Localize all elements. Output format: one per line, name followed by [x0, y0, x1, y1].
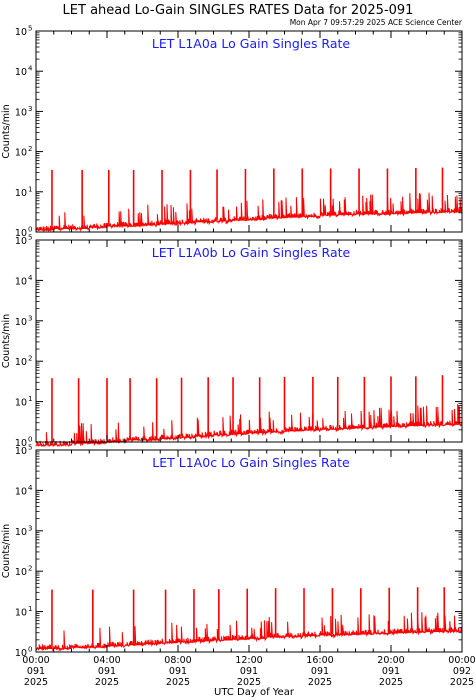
- y-tick-exponent: 4: [28, 484, 33, 492]
- x-tick-label-doy: 091: [382, 666, 400, 677]
- plot-frame: [35, 449, 463, 653]
- x-tick-label-time: 00:00: [22, 655, 49, 666]
- y-tick-exponent: 5: [28, 234, 32, 242]
- x-tick-label-doy: 091: [169, 666, 187, 677]
- y-tick-exponent: 0: [28, 646, 32, 654]
- x-tick-label-time: 08:00: [164, 655, 191, 666]
- y-axis-title: Counts/min: [1, 314, 12, 368]
- timestamp: Mon Apr 7 09:57:29 2025 ACE Science Cent…: [290, 18, 463, 27]
- plot-frame: [35, 239, 463, 443]
- y-tick-label: 10: [15, 67, 27, 78]
- x-tick-label-time: 16:00: [306, 655, 333, 666]
- y-tick-label: 10: [15, 486, 27, 497]
- x-tick-label-doy: 091: [311, 666, 329, 677]
- chart-panel: LET L1A0c Lo Gain Singles Rate Counts/min…: [1, 444, 463, 659]
- y-tick-label: 10: [15, 228, 27, 239]
- y-tick-label: 10: [15, 107, 27, 118]
- y-tick-exponent: 2: [28, 355, 32, 363]
- x-tick-label-time: 20:00: [377, 655, 404, 666]
- y-tick-label: 10: [15, 357, 27, 368]
- x-axis-labels: 00:00091202504:00091202508:00091202512:0…: [22, 655, 475, 688]
- y-axis-title: Counts/min: [1, 104, 12, 158]
- x-tick-label-time: 04:00: [93, 655, 120, 666]
- panel-title: LET L1A0c Lo Gain Singles Rate: [152, 455, 350, 470]
- y-tick-exponent: 5: [28, 25, 32, 33]
- chart-panel: LET L1A0b Lo Gain Singles Rate Counts/min…: [1, 234, 463, 449]
- x-tick-label-year: 2025: [166, 677, 190, 688]
- data-series: [35, 587, 463, 652]
- x-tick-label-year: 2025: [308, 677, 332, 688]
- y-tick-exponent: 1: [28, 185, 32, 193]
- y-tick-exponent: 0: [28, 226, 32, 234]
- x-tick-label-year: 2025: [379, 677, 403, 688]
- x-tick-label-doy: 091: [240, 666, 258, 677]
- y-tick-label: 10: [15, 648, 27, 659]
- panel-title: LET L1A0b Lo Gain Singles Rate: [152, 245, 351, 260]
- y-tick-exponent: 3: [28, 105, 32, 113]
- y-tick-label: 10: [15, 276, 27, 287]
- y-tick-label: 10: [15, 188, 27, 199]
- x-tick-label-year: 2025: [450, 677, 474, 688]
- y-tick-label: 10: [15, 27, 27, 38]
- y-tick-exponent: 2: [28, 145, 32, 153]
- baseline-trace: [35, 192, 463, 233]
- x-tick-label-time: 12:00: [235, 655, 262, 666]
- chart-panel: LET L1A0a Lo Gain Singles Rate Counts/min…: [1, 25, 463, 239]
- y-tick-label: 10: [15, 398, 27, 409]
- x-tick-label-year: 2025: [237, 677, 261, 688]
- y-tick-label: 10: [15, 446, 27, 457]
- x-tick-label-year: 2025: [24, 677, 48, 688]
- y-tick-label: 10: [15, 438, 27, 449]
- x-tick-label-year: 2025: [95, 677, 119, 688]
- panels: LET L1A0a Lo Gain Singles Rate Counts/min…: [1, 25, 463, 659]
- y-tick-label: 10: [15, 567, 27, 578]
- y-tick-exponent: 4: [28, 65, 33, 73]
- y-tick-exponent: 3: [28, 524, 32, 532]
- data-series: [35, 167, 463, 233]
- y-tick-exponent: 0: [28, 436, 32, 444]
- panel-title: LET L1A0a Lo Gain Singles Rate: [152, 36, 350, 51]
- y-tick-label: 10: [15, 608, 27, 619]
- y-tick-label: 10: [15, 148, 27, 159]
- y-tick-exponent: 3: [28, 314, 32, 322]
- y-tick-exponent: 2: [28, 565, 32, 573]
- y-tick-exponent: 5: [28, 444, 32, 452]
- y-tick-exponent: 4: [28, 274, 33, 282]
- y-axis-title: Counts/min: [1, 524, 12, 578]
- y-tick-label: 10: [15, 317, 27, 328]
- x-tick-label-doy: 091: [27, 666, 45, 677]
- figure-title: LET ahead Lo-Gain SINGLES RATES Data for…: [63, 3, 414, 18]
- y-tick-label: 10: [15, 527, 27, 538]
- plot-frame: [35, 30, 463, 233]
- x-tick-label-doy: 092: [453, 666, 471, 677]
- y-tick-label: 10: [15, 236, 27, 247]
- x-tick-label-time: 00:00: [448, 655, 475, 666]
- x-axis-title: UTC Day of Year: [214, 687, 295, 698]
- baseline-trace: [35, 612, 463, 652]
- y-tick-exponent: 1: [28, 605, 32, 613]
- y-tick-exponent: 1: [28, 395, 32, 403]
- x-tick-label-doy: 091: [98, 666, 116, 677]
